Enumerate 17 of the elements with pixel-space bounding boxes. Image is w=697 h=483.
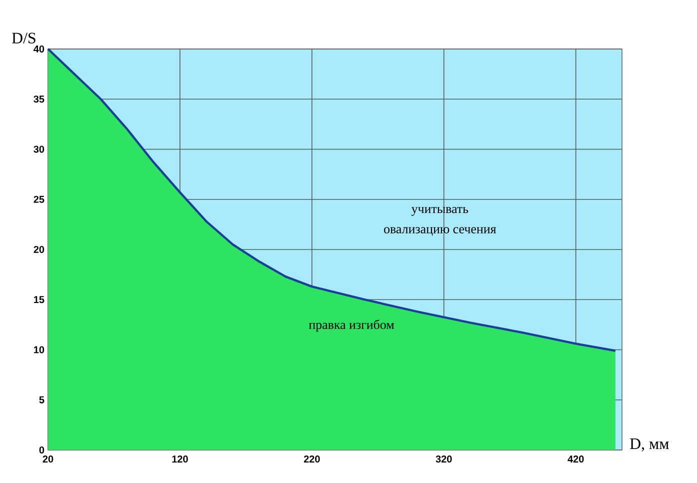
- y-tick-label: 25: [34, 196, 44, 203]
- x-tick-label: 220: [304, 456, 320, 463]
- x-tick-label: 420: [568, 456, 584, 463]
- y-tick-label: 35: [34, 96, 44, 103]
- y-tick-label: 20: [34, 246, 44, 254]
- y-tick-label: 5: [39, 396, 44, 404]
- annotation: правка изгибом: [308, 320, 394, 332]
- y-tick-label: 40: [34, 45, 44, 53]
- x-tick-label: 320: [436, 456, 452, 463]
- line-series: [46, 48, 617, 352]
- y-axis-title: D/S: [12, 32, 36, 44]
- y-tick-label: 15: [34, 296, 44, 304]
- y-tick-label: 10: [34, 346, 44, 354]
- y-tick-label: 0: [39, 446, 44, 454]
- x-tick-label: 120: [172, 456, 188, 463]
- x-axis-title: D, мм: [630, 438, 669, 452]
- y-tick-label: 30: [34, 146, 44, 153]
